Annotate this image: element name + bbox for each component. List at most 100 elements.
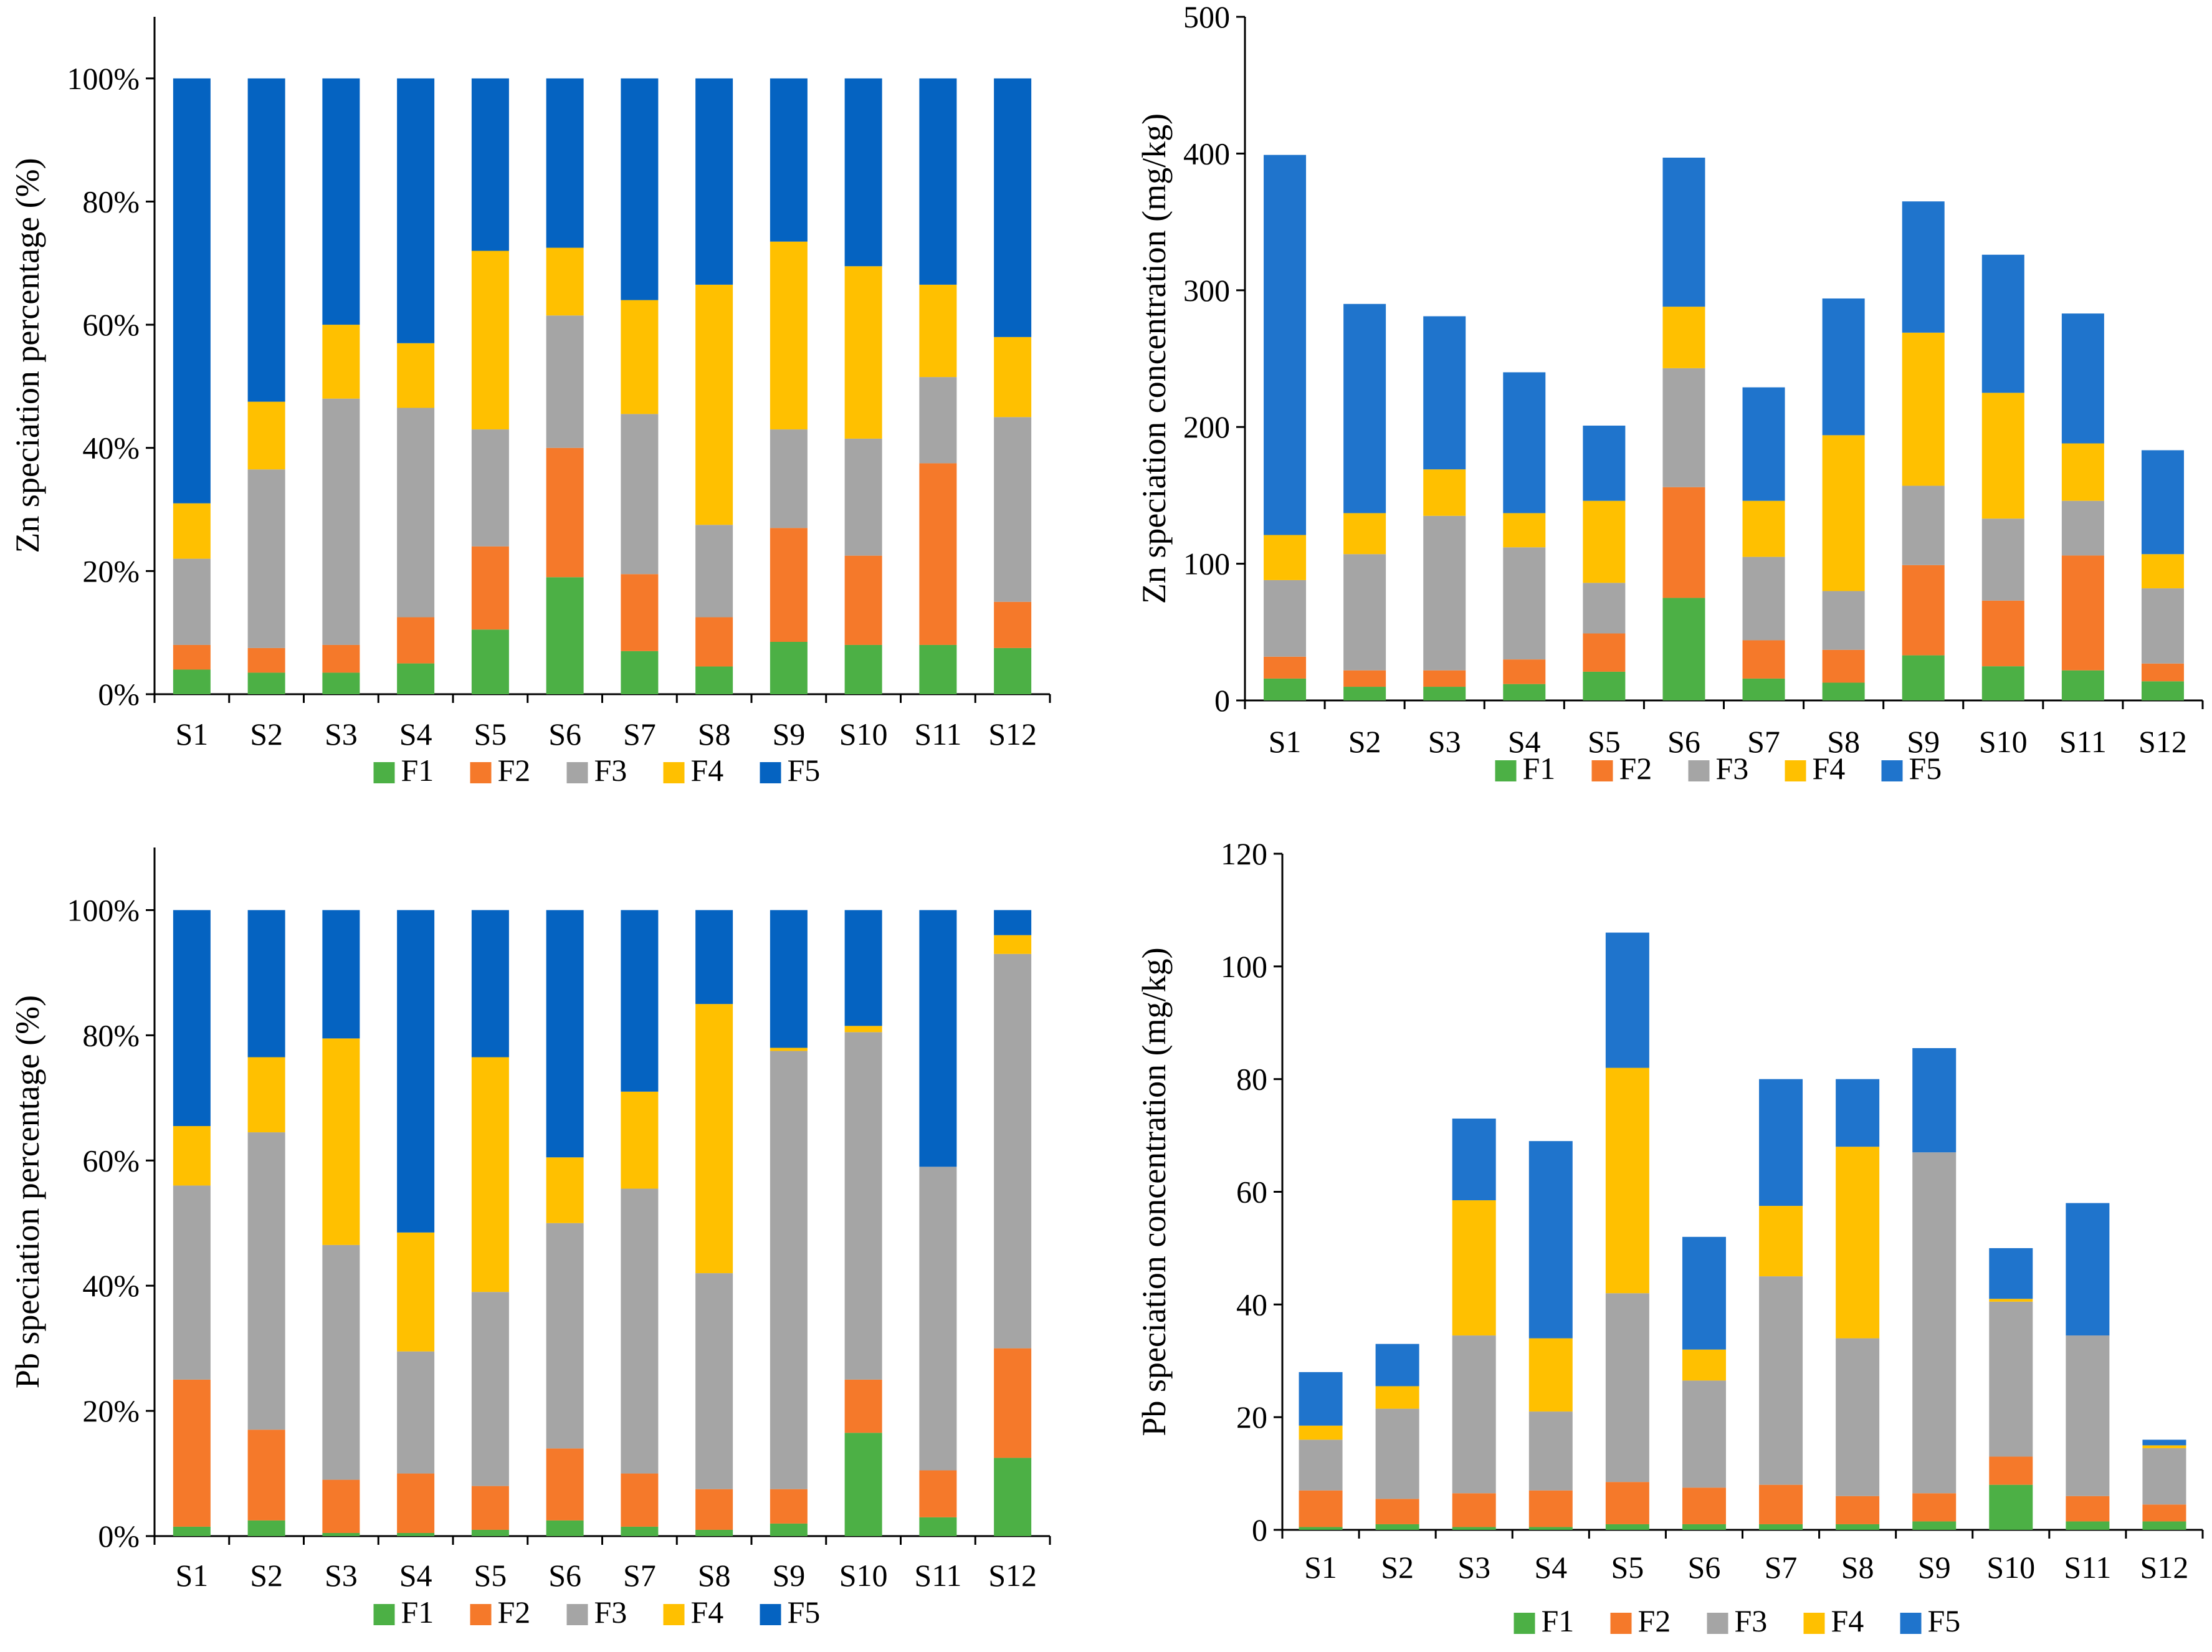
bar-s11-f4: [919, 284, 957, 378]
bar-s11-f3: [2066, 1335, 2110, 1496]
bar-s12-f1: [2141, 681, 2184, 700]
legend-label-f2: F2: [498, 753, 531, 788]
legend-label-f3: F3: [594, 1595, 627, 1630]
bar-s7-f1: [1759, 1524, 1803, 1530]
bar-s10-f1: [1981, 666, 2024, 700]
bar-s9-f5: [770, 78, 808, 242]
bar-s4-f1: [397, 1532, 435, 1536]
bar-s1-f4: [173, 503, 211, 559]
bar-s3-f5: [1423, 316, 1466, 470]
y-tick-label: 80: [1236, 1062, 1267, 1097]
x-tick-label: S2: [250, 717, 283, 752]
legend-swatch-f4: [663, 1604, 685, 1625]
y-tick-label: 100%: [67, 892, 140, 927]
x-tick-label: S6: [548, 1558, 581, 1593]
bar-s4-f2: [397, 1473, 435, 1533]
y-tick-label: 60%: [82, 307, 140, 342]
bar-s11-f3: [919, 377, 957, 464]
bar-s4-f4: [1528, 1338, 1573, 1412]
bar-s12-f5: [994, 78, 1032, 337]
x-tick-label: S7: [623, 717, 656, 752]
legend-swatch-f1: [373, 1604, 395, 1625]
bar-s7-f2: [621, 574, 659, 651]
x-tick-label: S12: [988, 1558, 1037, 1593]
bar-s4-f3: [397, 1351, 435, 1474]
bar-s8-f3: [695, 1273, 733, 1489]
x-tick-label: S8: [1841, 1550, 1874, 1585]
legend-label-f4: F4: [691, 753, 724, 788]
bar-s3-f3: [322, 1244, 360, 1480]
y-tick-label: 0: [1252, 1512, 1267, 1547]
bar-s12-f4: [2141, 554, 2184, 589]
bar-s11-f5: [919, 910, 957, 1167]
bar-s1-f3: [1299, 1440, 1343, 1491]
bar-s2-f1: [1343, 687, 1386, 700]
bar-s7-f4: [1759, 1206, 1803, 1277]
x-tick-label: S1: [175, 717, 208, 752]
y-axis-title: Pb speciation concentration (mg/kg): [1135, 947, 1173, 1436]
bar-s12-f5: [994, 910, 1032, 935]
bar-s9-f1: [770, 642, 808, 694]
bar-s12-f1: [2142, 1521, 2186, 1530]
bar-s2-f4: [1343, 513, 1386, 555]
bar-s4-f5: [1503, 372, 1546, 513]
bar-s4-f2: [397, 617, 435, 664]
bar-s6-f1: [546, 1520, 584, 1536]
y-tick-label: 60%: [82, 1143, 140, 1178]
y-tick-label: 100: [1183, 547, 1230, 581]
legend-label-f3: F3: [1735, 1603, 1768, 1638]
y-tick-label: 120: [1221, 836, 1267, 871]
bar-s7-f3: [621, 414, 659, 575]
bar-s11-f2: [919, 463, 957, 645]
bar-s8-f2: [1836, 1496, 1880, 1524]
x-tick-label: S7: [623, 1558, 656, 1593]
bar-s10-f1: [1989, 1484, 2033, 1530]
x-tick-label: S3: [325, 1558, 358, 1593]
bar-s3-f2: [1452, 1493, 1496, 1527]
legend-swatch-f5: [1900, 1613, 1922, 1634]
bar-s5-f5: [1583, 426, 1626, 501]
bar-s11-f1: [919, 1517, 957, 1536]
bar-s2-f3: [247, 469, 285, 648]
x-tick-label: S1: [1269, 724, 1302, 759]
bar-s3-f3: [322, 398, 360, 645]
x-tick-label: S12: [2140, 1550, 2189, 1585]
bar-s12-f3: [994, 417, 1032, 602]
bar-s1-f1: [1264, 678, 1307, 700]
bar-s10-f2: [844, 1379, 882, 1433]
bar-s12-f4: [994, 337, 1032, 418]
y-tick-label: 400: [1183, 136, 1230, 171]
legend-label-f1: F1: [401, 1595, 434, 1630]
bar-s2-f1: [247, 672, 285, 694]
x-tick-label: S4: [1534, 1550, 1567, 1585]
bar-s12-f3: [994, 953, 1032, 1349]
bar-s10-f1: [844, 1433, 882, 1536]
bar-s3-f3: [1423, 515, 1466, 671]
bar-s3-f4: [1423, 469, 1466, 516]
x-tick-label: S4: [399, 717, 432, 752]
bar-s10-f5: [844, 910, 882, 1026]
bar-s11-f1: [2066, 1521, 2110, 1530]
bar-s11-f2: [919, 1470, 957, 1517]
bar-s2-f4: [247, 1057, 285, 1133]
y-tick-label: 40: [1236, 1287, 1267, 1322]
bar-s11-f4: [2061, 443, 2104, 501]
bar-s3-f2: [322, 644, 360, 673]
y-tick-label: 300: [1183, 273, 1230, 308]
bar-s6-f5: [1662, 157, 1705, 307]
y-tick-label: 80%: [82, 1018, 140, 1053]
bar-s1-f3: [1264, 580, 1307, 657]
bar-s7-f5: [1742, 387, 1785, 501]
legend-label-f5: F5: [788, 753, 821, 788]
bar-s9-f1: [1912, 1521, 1957, 1530]
bar-s9-f5: [770, 910, 808, 1048]
x-tick-label: S4: [399, 1558, 432, 1593]
bar-s3-f2: [1423, 670, 1466, 687]
bar-s9-f1: [770, 1523, 808, 1536]
bar-s11-f5: [2061, 313, 2104, 444]
bar-s12-f1: [994, 647, 1032, 694]
pb-concentration-chart: 0 20 40 60 80 100 120 Pb speciation concentrati…: [1135, 836, 2204, 1638]
bar-s7-f3: [1742, 556, 1785, 641]
bar-s4-f4: [397, 343, 435, 408]
